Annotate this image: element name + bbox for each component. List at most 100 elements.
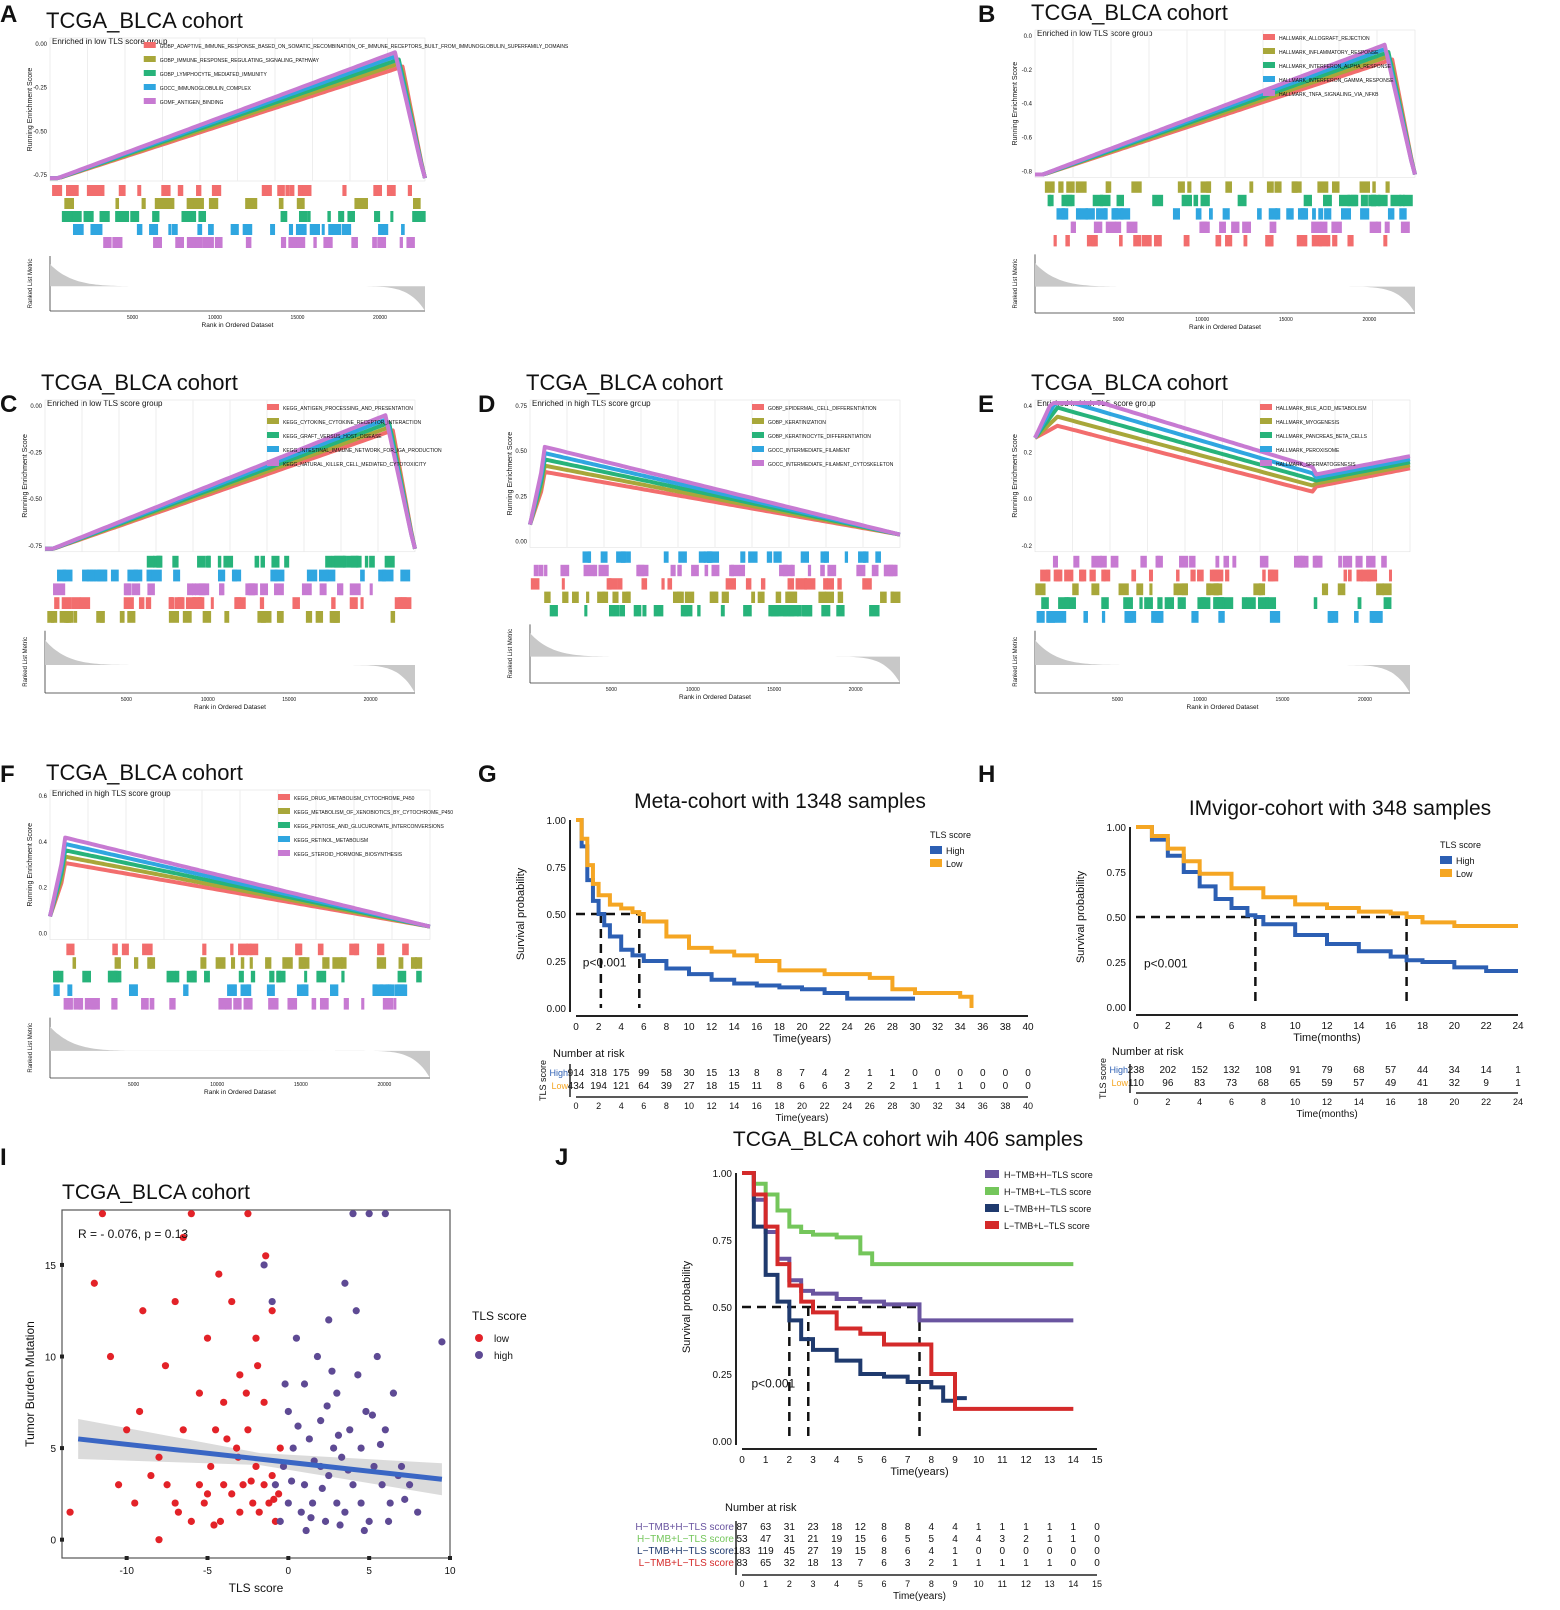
hit-bar <box>400 569 411 582</box>
hit-bar <box>1356 569 1363 582</box>
hit-bar <box>230 224 239 235</box>
hit-bar <box>398 957 404 969</box>
scatter-point-high <box>330 1444 338 1452</box>
hit-bar <box>711 564 720 577</box>
scatter-panel-i: TCGA_BLCA cohort -10 -5 0 5 10 0 5 10 15 TLS score… <box>23 1181 527 1595</box>
legend-swatch <box>143 56 156 62</box>
hit-bar <box>309 224 320 235</box>
hit-bar <box>1369 221 1378 233</box>
legend-swatch <box>278 794 290 800</box>
km-x-tick: 10 <box>973 1455 985 1466</box>
hit-bar <box>1151 611 1156 623</box>
hit-bar <box>1101 611 1106 623</box>
hit-bar <box>111 998 118 1010</box>
risk-cell: 19 <box>831 1534 843 1545</box>
hit-bar <box>1200 194 1210 207</box>
hit-bar <box>196 185 202 196</box>
hit-bar <box>1124 611 1133 623</box>
scatter-point-high <box>323 1402 331 1410</box>
hit-bar <box>218 998 227 1010</box>
hit-bar <box>1075 208 1081 220</box>
hit-bar <box>185 597 196 609</box>
km-x-tick: 18 <box>1417 1021 1429 1032</box>
legend-swatch <box>985 1204 999 1212</box>
hit-bar <box>341 970 345 983</box>
scatter-point-high <box>360 1526 368 1535</box>
risk-x-tick: 4 <box>834 1579 839 1589</box>
risk-cell: 1 <box>1000 1558 1006 1569</box>
risk-x-tick: 14 <box>729 1101 739 1111</box>
hit-bar <box>233 998 242 1010</box>
legend-swatch <box>985 1221 999 1229</box>
legend-swatch <box>985 1187 999 1195</box>
tick-mark <box>448 1556 452 1560</box>
hit-bar <box>349 943 360 956</box>
legend-label: HALLMARK_ALLOGRAFT_REJECTION <box>1279 36 1370 42</box>
risk-cell: 1 <box>1071 1534 1077 1545</box>
legend-swatch <box>752 460 764 466</box>
hit-bar <box>217 555 222 568</box>
risk-x-tick: 24 <box>1513 1097 1523 1107</box>
risk-cell: 47 <box>760 1534 772 1545</box>
hit-bar <box>197 224 203 235</box>
hit-bar <box>789 605 799 617</box>
risk-cell: 0 <box>1094 1546 1100 1557</box>
hit-bar <box>704 564 709 577</box>
scatter-point-high <box>378 1481 386 1489</box>
hit-bar <box>1177 583 1188 596</box>
hit-bar <box>549 605 554 617</box>
hit-bar <box>1103 569 1111 582</box>
risk-cell: 3 <box>1000 1534 1006 1545</box>
scatter-point-high <box>292 1334 301 1342</box>
hit-bar <box>214 237 223 248</box>
scatter-point-high <box>368 1411 376 1419</box>
hit-bar <box>1094 235 1098 247</box>
hit-bar <box>315 611 324 623</box>
hit-bar <box>1062 611 1067 623</box>
hit-bar <box>789 591 798 603</box>
hit-bar <box>238 943 249 956</box>
hit-bar <box>246 943 252 956</box>
risk-row-label: High <box>549 1068 568 1078</box>
km-x-tick: 12 <box>1321 1021 1333 1032</box>
hit-bar <box>1101 569 1106 582</box>
hit-bar <box>1064 597 1070 609</box>
scatter-point-low <box>179 1233 187 1242</box>
hit-bar <box>820 551 827 563</box>
hit-bar <box>266 984 275 996</box>
scatter-point-high <box>334 1431 343 1439</box>
hit-bar <box>1056 208 1066 220</box>
scatter-point-high <box>284 1407 292 1416</box>
risk-cell: 1 <box>976 1522 982 1533</box>
risk-x-tick: 2 <box>787 1579 792 1589</box>
panel-subtitle: Enriched in high TLS score group <box>532 399 651 408</box>
es-curve-5 <box>45 413 417 551</box>
hit-bar <box>72 957 77 969</box>
scatter-point-high <box>341 1279 349 1287</box>
scatter-point-high <box>384 1517 393 1525</box>
legend-swatch <box>752 418 764 424</box>
hit-bar <box>1225 235 1233 247</box>
rank-area <box>1035 640 1410 693</box>
hit-bar <box>173 569 181 582</box>
km-x-tick: 10 <box>683 1022 695 1033</box>
hit-bar <box>171 224 178 235</box>
hit-bar <box>288 224 294 235</box>
hit-bar <box>1366 569 1378 582</box>
scatter-point-high <box>365 1210 373 1218</box>
scatter-point-high <box>321 1517 330 1525</box>
scatter-point-low <box>244 1210 252 1218</box>
panel-title: TCGA_BLCA cohort <box>46 760 243 785</box>
risk-cell: 44 <box>1417 1065 1429 1076</box>
hit-bar <box>1193 194 1199 207</box>
hit-bar <box>288 237 297 248</box>
hit-bar <box>676 591 682 603</box>
risk-cell: 238 <box>1128 1065 1145 1076</box>
scatter-point-high <box>381 1210 389 1218</box>
hit-bar <box>187 583 194 596</box>
risk-cell: 1 <box>976 1558 982 1569</box>
hit-bar <box>384 555 395 568</box>
hit-bar <box>169 998 176 1010</box>
hit-bar <box>59 611 69 623</box>
hit-bar <box>311 998 317 1010</box>
